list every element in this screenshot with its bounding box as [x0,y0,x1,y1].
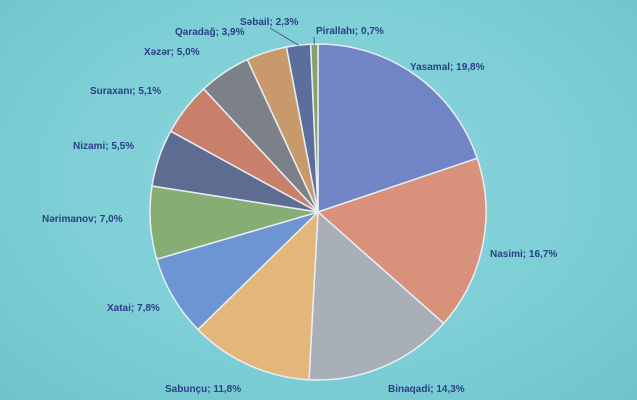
slice-label: Nizami; 5,5% [73,141,134,152]
slice-label: Binaqadi; 14,3% [388,384,465,395]
slice-label: Xəzər; 5,0% [144,47,200,58]
slice-labels: Yasamal; 19,8% Nasimi; 16,7% Binaqadi; 14,… [42,17,557,395]
pie-slice [317,43,479,214]
slice-label: Yasamal; 19,8% [410,62,485,73]
pie-slice [316,157,487,325]
pie-slices [149,43,487,381]
pie-slice [308,210,445,381]
slice-label: Nərimanov; 7,0% [42,214,123,225]
slice-label: Xatai; 7,8% [107,303,160,314]
slice-label: Pirallahı; 0,7% [316,26,384,37]
slice-label: Qaradağ; 3,9% [175,27,245,38]
slice-label: Nasimi; 16,7% [490,249,557,260]
slice-label: Suraxanı; 5,1% [90,86,161,97]
slice-label: Səbail; 2,3% [240,17,298,28]
slice-label: Sabunçu; 11,8% [165,384,241,395]
leader-line [269,27,299,46]
leader-lines [269,27,315,46]
pie-slice [196,210,319,381]
